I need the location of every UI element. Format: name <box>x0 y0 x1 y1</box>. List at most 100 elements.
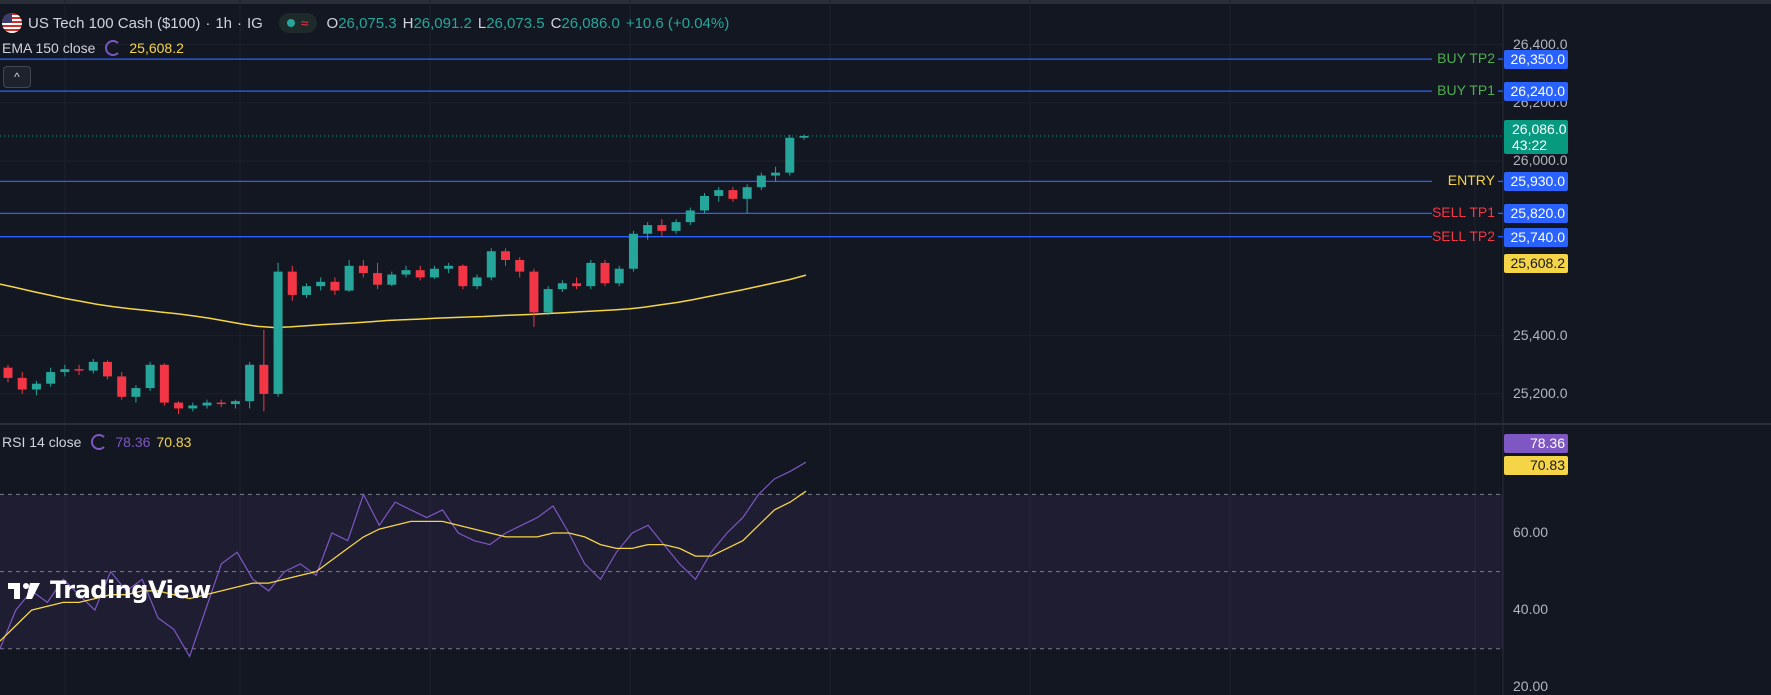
candle-body <box>401 270 411 275</box>
candle <box>17 372 27 394</box>
candle <box>771 166 781 182</box>
candle <box>230 399 240 409</box>
candle <box>302 283 311 298</box>
candle <box>46 367 56 387</box>
candle <box>572 277 582 290</box>
change-value: +10.6 (+0.04%) <box>625 14 730 32</box>
last-price-tag: 26,086.0 43:22 <box>1504 120 1568 154</box>
candle-body <box>657 225 667 231</box>
candle <box>330 277 340 295</box>
tradingview-logo[interactable]: TradingView <box>6 576 211 604</box>
candle <box>714 187 724 202</box>
candle <box>785 134 795 176</box>
candle-body <box>259 364 269 394</box>
candle-body <box>685 210 695 223</box>
rsi-axis-tick: 20.00 <box>1513 678 1549 695</box>
candle-body <box>202 402 212 406</box>
candle <box>216 399 226 407</box>
candle-body <box>230 401 240 405</box>
candle-body <box>600 262 610 284</box>
candle-body <box>159 364 169 403</box>
candle <box>401 265 411 278</box>
level-label[interactable]: BUY TP1 <box>1437 82 1495 99</box>
price-axis-tick: 26,400.0 <box>1513 35 1568 52</box>
candle <box>60 364 70 377</box>
last-price-value: 26,086.0 <box>1512 121 1567 137</box>
candle <box>557 280 567 292</box>
ema-price-tag: 25,608.2 <box>1504 254 1568 273</box>
candle-body <box>486 251 496 278</box>
candle-body <box>145 364 155 389</box>
indicator-loading-icon <box>91 434 108 450</box>
close-value: 26,086.0 <box>561 14 620 32</box>
tradingview-logo-icon <box>8 583 40 599</box>
candle <box>174 401 184 415</box>
chart-header: US Tech 100 Cash ($100) · 1h · IG ≈ O 26,… <box>2 13 735 33</box>
candle <box>103 360 112 380</box>
level-price-tag: 25,740.0 <box>1504 227 1568 247</box>
candle <box>742 184 752 214</box>
level-label[interactable]: BUY TP2 <box>1437 50 1495 67</box>
candle <box>728 187 738 202</box>
candle <box>245 361 255 409</box>
window-top-border <box>0 0 1771 4</box>
low-value: 26,073.5 <box>486 14 545 32</box>
candle <box>643 222 653 240</box>
rsi-ma-line <box>0 490 807 642</box>
level-label[interactable]: SELL TP1 <box>1431 204 1495 221</box>
level-lines <box>0 58 1503 238</box>
candle-body <box>742 187 752 199</box>
candle-body <box>628 233 638 269</box>
candle <box>529 268 539 327</box>
level-price-tag: 25,820.0 <box>1504 204 1568 224</box>
candle <box>671 219 681 234</box>
rsi-ma-legend-value: 70.83 <box>156 434 192 450</box>
candle <box>31 380 41 396</box>
candle <box>373 262 383 290</box>
candle-body <box>103 361 112 377</box>
price-axis-tick: 25,400.0 <box>1513 326 1568 343</box>
candle-body <box>543 289 553 313</box>
candle <box>188 402 198 412</box>
candle-body <box>316 281 326 287</box>
ema-legend[interactable]: EMA 150 close 25,608.2 <box>2 40 184 56</box>
candle <box>756 172 766 191</box>
rsi-legend[interactable]: RSI 14 close 78.36 70.83 <box>2 434 191 450</box>
candle <box>287 265 297 301</box>
candle <box>131 385 141 403</box>
indicator-loading-icon <box>105 40 122 56</box>
candle <box>700 193 709 214</box>
candle-body <box>17 377 27 390</box>
candle-body <box>771 172 781 176</box>
market-status-pill[interactable]: ≈ <box>278 13 317 33</box>
candle-body <box>373 273 383 285</box>
delayed-data-icon: ≈ <box>300 15 309 31</box>
open-value: 26,075.3 <box>338 14 397 32</box>
symbol-name[interactable]: US Tech 100 Cash ($100) <box>28 14 201 32</box>
candle-body <box>245 364 255 402</box>
candle <box>614 265 624 287</box>
candle-body <box>131 388 141 397</box>
price-axis-tick: 25,200.0 <box>1513 384 1568 401</box>
close-key: C <box>550 14 562 32</box>
candle <box>515 257 525 278</box>
candle <box>628 230 638 272</box>
candle-body <box>60 369 70 373</box>
interval-label[interactable]: 1h <box>215 14 233 32</box>
collapse-legend-button[interactable]: ^ <box>3 66 31 88</box>
candle-group <box>3 134 809 415</box>
level-label[interactable]: ENTRY <box>1447 172 1495 189</box>
candle-body <box>472 277 482 287</box>
candle-body <box>88 361 98 371</box>
candle-body <box>586 262 596 287</box>
candle <box>657 219 667 237</box>
candle <box>685 207 695 226</box>
candle-body <box>799 135 809 138</box>
bar-countdown: 43:22 <box>1512 137 1548 153</box>
candle-body <box>387 274 397 285</box>
rsi-legend-value: 78.36 <box>115 434 151 450</box>
low-key: L <box>477 14 487 32</box>
level-label[interactable]: SELL TP2 <box>1431 227 1495 244</box>
